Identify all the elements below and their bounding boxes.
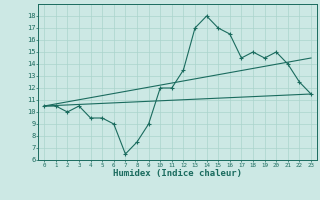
X-axis label: Humidex (Indice chaleur): Humidex (Indice chaleur) [113,169,242,178]
